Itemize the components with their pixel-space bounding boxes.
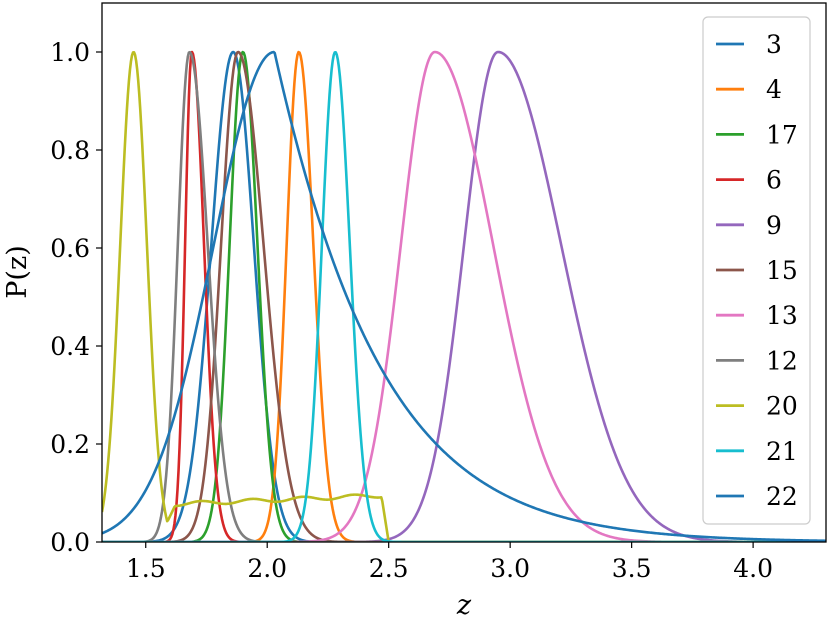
legend-label-12: 12 [766, 346, 798, 375]
y-tick-label: 0.8 [50, 136, 90, 165]
series-line-17 [102, 50, 826, 542]
x-tick-label: 2.5 [369, 554, 409, 583]
legend: 3 4 17 6 9 15 13 12 20 21 22 [702, 16, 811, 525]
x-tick-label: 3.0 [490, 554, 530, 583]
y-tick-label: 0.2 [50, 430, 90, 459]
y-axis-ticks: 0.0 0.2 0.4 0.6 0.8 1.0 [50, 38, 102, 557]
y-tick-label: 0.4 [50, 332, 90, 361]
legend-label-13: 13 [766, 301, 798, 330]
x-tick-label: 3.5 [612, 554, 652, 583]
y-tick-label: 0.0 [50, 528, 90, 557]
x-tick-label: 2.0 [247, 554, 287, 583]
legend-label-22: 22 [766, 482, 798, 511]
y-axis-label: P(z) [2, 245, 33, 298]
legend-label-9: 9 [766, 211, 782, 240]
legend-label-3: 3 [766, 30, 782, 59]
legend-label-17: 17 [766, 120, 798, 149]
legend-label-6: 6 [766, 166, 782, 195]
y-tick-label: 0.6 [50, 234, 90, 263]
series-line-22 [102, 50, 826, 542]
legend-label-21: 21 [766, 437, 798, 466]
legend-label-20: 20 [766, 392, 798, 421]
series-line-15 [102, 50, 826, 542]
x-axis-label: z [456, 590, 472, 621]
y-tick-label: 1.0 [50, 38, 90, 67]
x-tick-label: 1.5 [126, 554, 166, 583]
series-line-6 [102, 50, 826, 542]
legend-frame [702, 16, 811, 525]
series-line-12 [102, 50, 826, 542]
series-line-20 [102, 51, 826, 542]
legend-label-15: 15 [766, 256, 798, 285]
legend-label-4: 4 [766, 75, 782, 104]
x-axis-ticks: 1.5 2.0 2.5 3.0 3.5 4.0 [126, 542, 773, 583]
plot-frame [101, 2, 827, 543]
series-line-3 [102, 50, 826, 542]
series-line-9 [102, 50, 826, 542]
x-tick-label: 4.0 [733, 554, 773, 583]
